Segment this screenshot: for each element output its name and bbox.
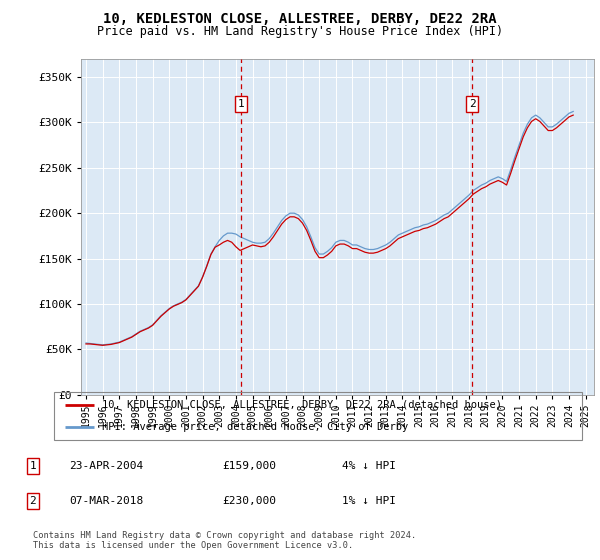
Text: Price paid vs. HM Land Registry's House Price Index (HPI): Price paid vs. HM Land Registry's House …	[97, 25, 503, 38]
Text: £230,000: £230,000	[222, 496, 276, 506]
Text: HPI: Average price, detached house, City of Derby: HPI: Average price, detached house, City…	[101, 422, 408, 432]
Text: 4% ↓ HPI: 4% ↓ HPI	[342, 461, 396, 471]
Text: 1% ↓ HPI: 1% ↓ HPI	[342, 496, 396, 506]
Text: 10, KEDLESTON CLOSE, ALLESTREE, DERBY, DE22 2RA: 10, KEDLESTON CLOSE, ALLESTREE, DERBY, D…	[103, 12, 497, 26]
Text: 1: 1	[238, 99, 244, 109]
Text: 10, KEDLESTON CLOSE, ALLESTREE, DERBY, DE22 2RA (detached house): 10, KEDLESTON CLOSE, ALLESTREE, DERBY, D…	[101, 400, 502, 410]
Text: 07-MAR-2018: 07-MAR-2018	[69, 496, 143, 506]
Text: 23-APR-2004: 23-APR-2004	[69, 461, 143, 471]
Text: Contains HM Land Registry data © Crown copyright and database right 2024.
This d: Contains HM Land Registry data © Crown c…	[33, 531, 416, 550]
Text: 1: 1	[29, 461, 37, 471]
Text: 2: 2	[469, 99, 475, 109]
Text: £159,000: £159,000	[222, 461, 276, 471]
Text: 2: 2	[29, 496, 37, 506]
